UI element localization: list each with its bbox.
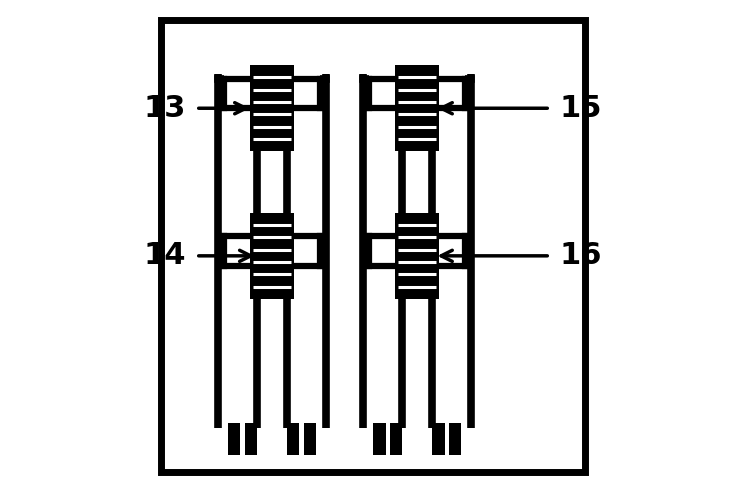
Text: 13: 13 bbox=[144, 94, 186, 123]
Text: 14: 14 bbox=[143, 242, 186, 270]
Bar bbox=[161, 20, 585, 472]
Bar bbox=[432, 423, 445, 455]
Bar bbox=[449, 423, 461, 455]
Bar bbox=[369, 74, 396, 428]
Bar bbox=[228, 423, 240, 455]
Text: 16: 16 bbox=[560, 242, 603, 270]
Bar bbox=[250, 213, 294, 299]
Bar bbox=[245, 423, 257, 455]
Bar bbox=[287, 423, 299, 455]
Bar bbox=[395, 213, 439, 299]
Bar bbox=[304, 423, 316, 455]
Text: 15: 15 bbox=[560, 94, 603, 123]
Bar bbox=[250, 65, 294, 152]
Bar bbox=[395, 65, 439, 152]
Bar bbox=[293, 74, 320, 428]
Bar bbox=[224, 74, 251, 428]
Bar bbox=[390, 423, 402, 455]
Bar bbox=[373, 423, 386, 455]
Bar bbox=[438, 74, 466, 428]
